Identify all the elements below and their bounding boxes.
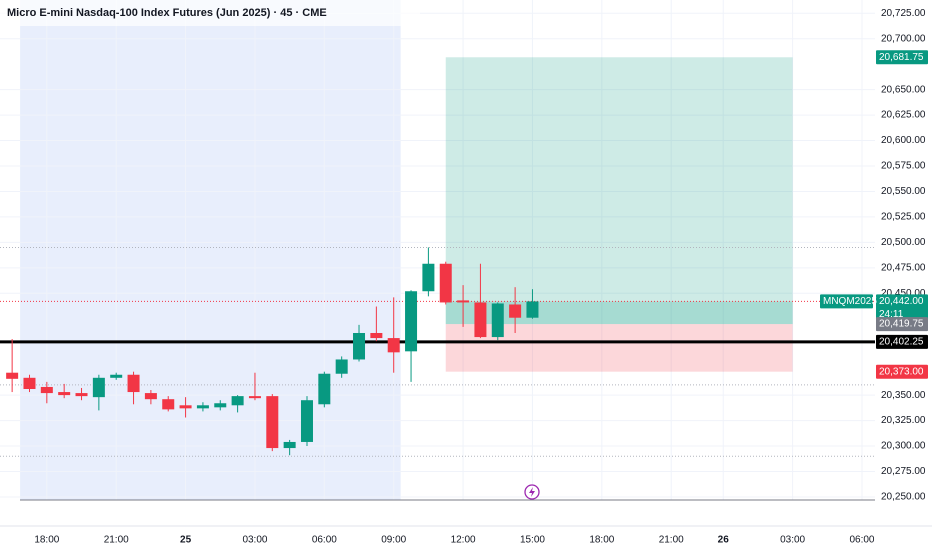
price-label: 20,373.00 bbox=[879, 366, 924, 377]
candle-body bbox=[23, 377, 36, 390]
x-tick-label: 26 bbox=[718, 535, 730, 546]
candle-body bbox=[457, 300, 470, 303]
y-tick-label: 20,475.00 bbox=[881, 262, 926, 273]
candle-body bbox=[422, 263, 435, 292]
price-label: 20,442.00 bbox=[879, 296, 924, 307]
y-tick-label: 20,275.00 bbox=[881, 466, 926, 477]
candle-body bbox=[405, 291, 418, 352]
price-label: 20,681.75 bbox=[879, 52, 924, 63]
price-label-box bbox=[876, 294, 928, 323]
candle-body bbox=[318, 373, 331, 405]
price-label-box bbox=[876, 364, 928, 379]
candle-body bbox=[214, 403, 227, 408]
y-tick-label: 20,600.00 bbox=[881, 135, 926, 146]
y-tick-label: 20,550.00 bbox=[881, 186, 926, 197]
x-tick-label: 25 bbox=[180, 535, 192, 546]
candle-body bbox=[335, 359, 348, 374]
candle-body bbox=[526, 301, 539, 318]
candle-body bbox=[283, 441, 296, 449]
price-label: 20,402.25 bbox=[879, 337, 924, 348]
price-label: 20,419.75 bbox=[879, 319, 924, 330]
profit-zone bbox=[445, 57, 793, 325]
y-tick-label: 20,650.00 bbox=[881, 84, 926, 95]
chart-title: Micro E-mini Nasdaq-100 Index Futures (J… bbox=[7, 7, 327, 19]
x-tick-label: 21:00 bbox=[104, 535, 129, 546]
x-tick-label: 12:00 bbox=[451, 535, 476, 546]
candle-body bbox=[92, 377, 105, 398]
price-label-box bbox=[876, 50, 928, 65]
x-tick-label: 03:00 bbox=[242, 535, 267, 546]
y-tick-label: 20,700.00 bbox=[881, 33, 926, 44]
candle-body bbox=[196, 405, 209, 409]
y-tick-label: 20,325.00 bbox=[881, 415, 926, 426]
y-tick-label: 20,575.00 bbox=[881, 161, 926, 172]
x-tick-label: 21:00 bbox=[659, 535, 684, 546]
candle-body bbox=[387, 338, 400, 353]
price-label-box bbox=[876, 317, 928, 332]
x-tick-label: 03:00 bbox=[780, 535, 805, 546]
candle-body bbox=[6, 372, 19, 379]
symbol-label: MNQM2025 bbox=[823, 296, 877, 307]
event-icon[interactable] bbox=[524, 484, 540, 500]
x-tick-label: 15:00 bbox=[520, 535, 545, 546]
candle-body bbox=[144, 393, 157, 400]
countdown-label: 24:11 bbox=[879, 309, 904, 320]
candle-body bbox=[474, 302, 487, 338]
symbol-label-box bbox=[820, 294, 873, 309]
y-tick-label: 20,300.00 bbox=[881, 441, 926, 452]
session-band bbox=[20, 0, 401, 500]
candle-body bbox=[58, 392, 71, 396]
candle-body bbox=[491, 303, 504, 338]
candle-body bbox=[439, 263, 452, 303]
y-tick-label: 20,500.00 bbox=[881, 237, 926, 248]
candle-body bbox=[127, 374, 140, 393]
candle-body bbox=[162, 399, 175, 410]
y-tick-label: 20,525.00 bbox=[881, 212, 926, 223]
title-backdrop bbox=[0, 0, 420, 26]
x-tick-label: 18:00 bbox=[589, 535, 614, 546]
x-tick-label: 09:00 bbox=[381, 535, 406, 546]
y-tick-label: 20,350.00 bbox=[881, 390, 926, 401]
candle-body bbox=[40, 386, 53, 394]
y-tick-label: 20,450.00 bbox=[881, 288, 926, 299]
candle-body bbox=[509, 304, 522, 318]
candle-body bbox=[266, 396, 279, 449]
x-tick-label: 18:00 bbox=[34, 535, 59, 546]
y-tick-label: 20,725.00 bbox=[881, 8, 926, 19]
y-tick-label: 20,625.00 bbox=[881, 110, 926, 121]
candle-body bbox=[110, 374, 123, 378]
y-tick-label: 20,250.00 bbox=[881, 492, 926, 503]
candle-body bbox=[353, 332, 366, 360]
x-tick-label: 06:00 bbox=[312, 535, 337, 546]
candle-body bbox=[179, 405, 192, 409]
candle-body bbox=[231, 396, 244, 406]
candle-body bbox=[300, 400, 313, 442]
price-label-box bbox=[876, 334, 928, 349]
x-tick-label: 06:00 bbox=[849, 535, 874, 546]
candle-body bbox=[248, 396, 261, 399]
candle-body bbox=[75, 393, 88, 397]
candle-body bbox=[370, 332, 383, 339]
